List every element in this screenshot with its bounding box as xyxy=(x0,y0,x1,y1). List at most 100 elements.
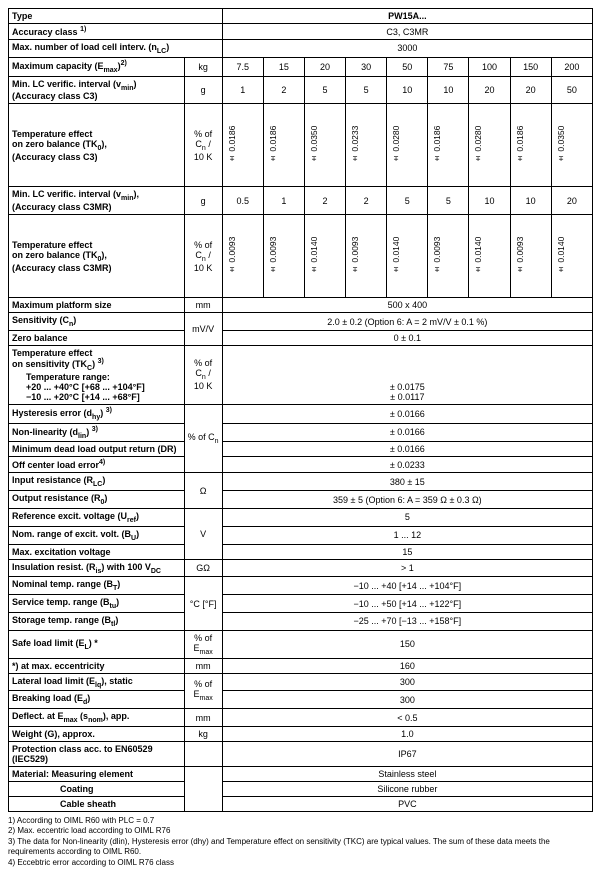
prot-value: IP67 xyxy=(222,741,592,766)
cap-5: 75 xyxy=(428,57,469,76)
cap-4: 50 xyxy=(387,57,428,76)
tkc-value: ± 0.0175 ± 0.0117 xyxy=(222,345,592,404)
tk0-c3mr-3: ± 0.0093 xyxy=(346,215,387,298)
breaking-value: 300 xyxy=(222,691,592,709)
tk0-c3mr-1: ± 0.0093 xyxy=(263,215,304,298)
maxex-label: Max. excitation voltage xyxy=(9,544,185,559)
rout-label: Output resistance (R0) xyxy=(9,491,185,509)
footnote-4: 4) Eccebtric error according to OIML R76… xyxy=(8,858,593,868)
acc-label: Accuracy class 1) xyxy=(9,24,223,40)
tk0-c3mr-label: Temperature effect on zero balance (TK0)… xyxy=(9,215,185,298)
hyst-value: ± 0.0166 xyxy=(222,404,592,423)
offcenter-value: ± 0.0233 xyxy=(222,457,592,473)
tk0-c3mr-2: ± 0.0140 xyxy=(304,215,345,298)
rout-value: 359 ± 5 (Option 6: A = 359 Ω ± 0.3 Ω) xyxy=(222,491,592,509)
minint-c3mr-1: 1 xyxy=(263,187,304,215)
acc-value: C3, C3MR xyxy=(222,24,592,40)
sens-value: 2.0 ± 0.2 (Option 6: A = 2 mV/V ± 0.1 %) xyxy=(222,313,592,331)
tk0-c3-6: ± 0.0280 xyxy=(469,104,510,187)
prot-label: Protection class acc. to EN60529 (IEC529… xyxy=(9,741,185,766)
cap-0: 7.5 xyxy=(222,57,263,76)
tk0-c3mr-5: ± 0.0093 xyxy=(428,215,469,298)
minint-c3-0: 1 xyxy=(222,76,263,104)
tk0-c3-unit: % of Cn / 10 K xyxy=(184,104,222,187)
tkc-label: Temperature effect on sensitivity (TKC) … xyxy=(9,345,185,404)
maxecc-unit: mm xyxy=(184,658,222,673)
ins-value: > 1 xyxy=(222,559,592,577)
tk0-c3-7: ± 0.0186 xyxy=(510,104,551,187)
bu-value: 1 ... 12 xyxy=(222,526,592,544)
weight-unit: kg xyxy=(184,726,222,741)
minint-c3-3: 5 xyxy=(346,76,387,104)
rin-value: 380 ± 15 xyxy=(222,473,592,491)
minint-c3mr-4: 5 xyxy=(387,187,428,215)
minint-c3-5: 10 xyxy=(428,76,469,104)
tk0-c3-5: ± 0.0186 xyxy=(428,104,469,187)
v-unit: V xyxy=(184,508,222,559)
mat-unit xyxy=(184,766,222,811)
breaking-label: Breaking load (Ed) xyxy=(9,691,185,709)
minint-c3mr-label: Min. LC verific. interval (vmin), (Accur… xyxy=(9,187,185,215)
minint-c3-6: 20 xyxy=(469,76,510,104)
minint-c3mr-6: 10 xyxy=(469,187,510,215)
minint-c3-4: 10 xyxy=(387,76,428,104)
bt-label: Nominal temp. range (BT) xyxy=(9,577,185,595)
hyst-label: Hysteresis error (dhy) 3) xyxy=(9,404,185,423)
btu-label: Service temp. range (Btu) xyxy=(9,595,185,613)
minint-c3-7: 20 xyxy=(510,76,551,104)
minint-c3mr-2: 2 xyxy=(304,187,345,215)
tk0-c3mr-8: ± 0.0140 xyxy=(551,215,592,298)
lateral-label: Lateral load limit (Elq), static xyxy=(9,673,185,691)
lateral-value: 300 xyxy=(222,673,592,691)
safeload-label: Safe load limit (EL) * xyxy=(9,630,185,658)
rin-label: Input resistance (RLC) xyxy=(9,473,185,491)
weight-value: 1.0 xyxy=(222,726,592,741)
nonlin-value: ± 0.0166 xyxy=(222,423,592,442)
sens-label: Sensitivity (Cn) xyxy=(9,313,185,331)
ohm-unit: Ω xyxy=(184,473,222,509)
mat3-value: PVC xyxy=(222,796,592,811)
mat1-label: Material: Measuring element xyxy=(9,766,185,781)
minint-c3mr-0: 0.5 xyxy=(222,187,263,215)
maxex-value: 15 xyxy=(222,544,592,559)
minint-c3-2: 5 xyxy=(304,76,345,104)
bt-value: −10 ... +40 [+14 ... +104°F] xyxy=(222,577,592,595)
uref-label: Reference excit. voltage (Uref) xyxy=(9,508,185,526)
spec-table: Type PW15A... Accuracy class 1) C3, C3MR… xyxy=(8,8,593,812)
btl-value: −25 ... +70 [−13 ... +158°F] xyxy=(222,612,592,630)
sens-unit: mV/V xyxy=(184,313,222,346)
zero-label: Zero balance xyxy=(9,330,185,345)
deflect-unit: mm xyxy=(184,709,222,727)
cap-6: 100 xyxy=(469,57,510,76)
minint-c3-8: 50 xyxy=(551,76,592,104)
tk0-c3mr-0: ± 0.0093 xyxy=(222,215,263,298)
platform-value: 500 x 400 xyxy=(222,298,592,313)
mat2-label: Coating xyxy=(9,781,185,796)
prot-unit xyxy=(184,741,222,766)
btl-label: Storage temp. range (Btl) xyxy=(9,612,185,630)
lateral-unit: % ofEmax xyxy=(184,673,222,709)
weight-label: Weight (G), approx. xyxy=(9,726,185,741)
pctcn-unit: % of Cn xyxy=(184,404,222,473)
tk0-c3mr-7: ± 0.0093 xyxy=(510,215,551,298)
minint-c3mr-7: 10 xyxy=(510,187,551,215)
platform-label: Maximum platform size xyxy=(9,298,185,313)
mat2-value: Silicone rubber xyxy=(222,781,592,796)
tk0-c3-0: ± 0.0186 xyxy=(222,104,263,187)
offcenter-label: Off center load error4) xyxy=(9,457,185,473)
maxn-label: Max. number of load cell interv. (nLC) xyxy=(9,40,223,58)
minint-c3mr-8: 20 xyxy=(551,187,592,215)
cap-8: 200 xyxy=(551,57,592,76)
nonlin-label: Non-linearity (dlin) 3) xyxy=(9,423,185,442)
footnote-3: 3) The data for Non-linearity (dlin), Hy… xyxy=(8,837,593,858)
maxecc-label: *) at max. eccentricity xyxy=(9,658,185,673)
tk0-c3mr-6: ± 0.0140 xyxy=(469,215,510,298)
minint-c3mr-5: 5 xyxy=(428,187,469,215)
tk0-c3-4: ± 0.0280 xyxy=(387,104,428,187)
safeload-value: 150 xyxy=(222,630,592,658)
cap-3: 30 xyxy=(346,57,387,76)
cap-2: 20 xyxy=(304,57,345,76)
tk0-c3mr-4: ± 0.0140 xyxy=(387,215,428,298)
ins-unit: GΩ xyxy=(184,559,222,577)
maxcap-unit: kg xyxy=(184,57,222,76)
